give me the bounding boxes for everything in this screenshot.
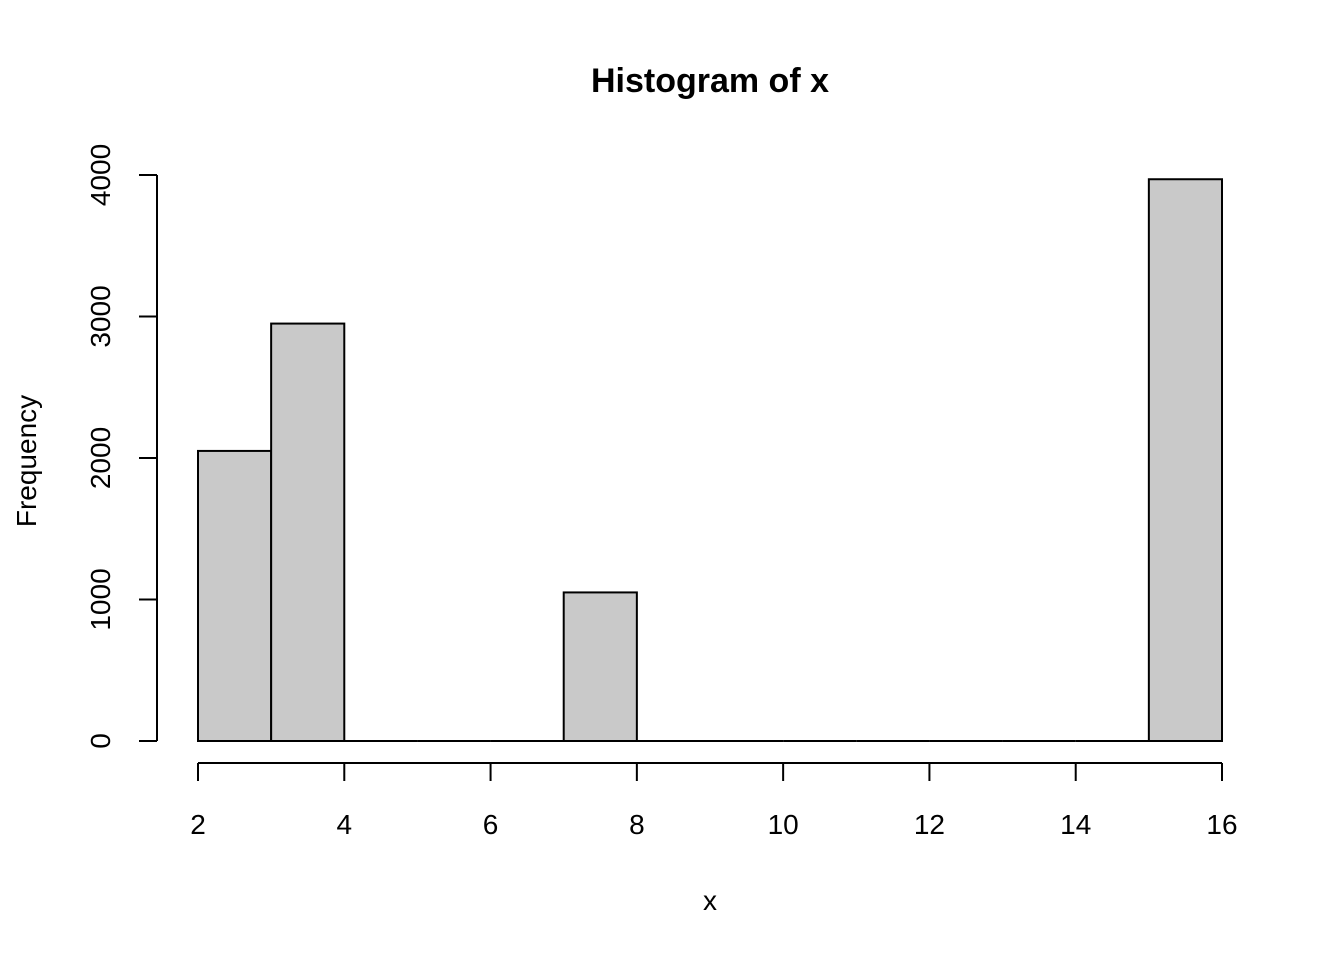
histogram-bar-2-3 bbox=[197, 449, 273, 742]
x-tick-label: 4 bbox=[336, 809, 352, 840]
y-tick-label: 2000 bbox=[85, 427, 116, 489]
x-tick-label: 8 bbox=[629, 809, 645, 840]
x-tick-label: 2 bbox=[190, 809, 206, 840]
y-tick-label: 4000 bbox=[85, 144, 116, 206]
histogram-bar-15-16 bbox=[1147, 178, 1224, 742]
x-tick-label: 14 bbox=[1060, 809, 1091, 840]
y-tick-label: 3000 bbox=[85, 285, 116, 347]
x-tick-label: 10 bbox=[768, 809, 799, 840]
y-axis: 0 1000 2000 3000 4000 bbox=[85, 144, 158, 749]
x-tick-label: 12 bbox=[914, 809, 945, 840]
y-axis-label: Frequency bbox=[11, 395, 42, 527]
x-tick-label: 6 bbox=[483, 809, 499, 840]
x-axis-label: x bbox=[703, 885, 717, 916]
chart-title: Histogram of x bbox=[591, 62, 829, 100]
x-axis: 2 4 6 8 10 12 14 16 bbox=[190, 762, 1238, 840]
histogram-bar-7-8 bbox=[562, 591, 638, 742]
y-tick-label: 1000 bbox=[85, 568, 116, 630]
y-tick-label: 0 bbox=[85, 733, 116, 749]
histogram-bar-3-4 bbox=[270, 322, 346, 742]
x-tick-label: 16 bbox=[1206, 809, 1237, 840]
bars-group bbox=[197, 178, 1224, 742]
